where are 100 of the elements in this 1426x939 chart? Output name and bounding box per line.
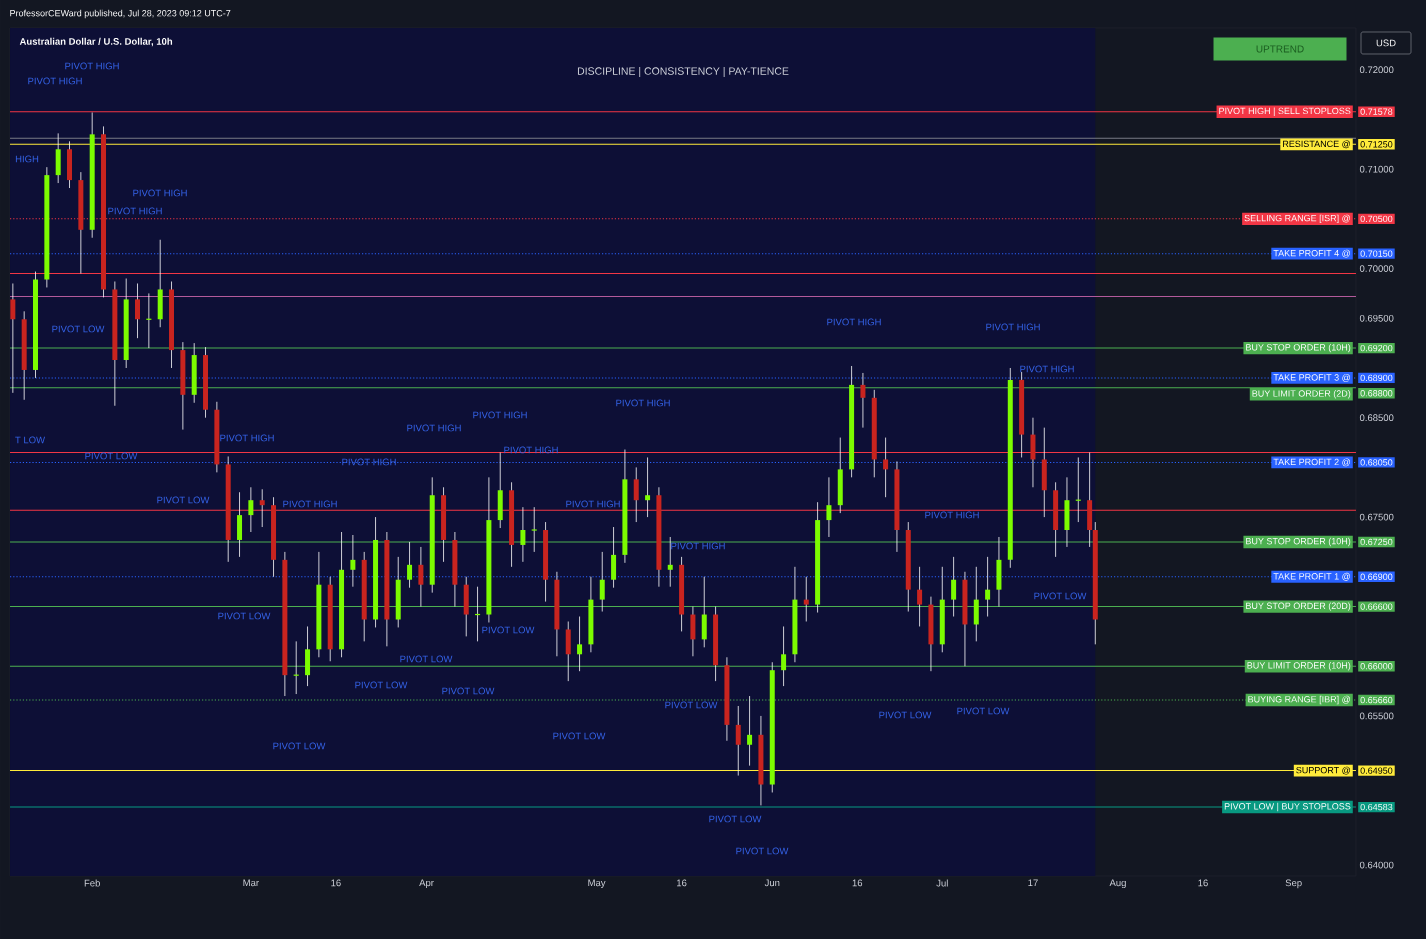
annotation: PIVOT HIGH <box>220 434 274 442</box>
y-tick-label: 0.69200 <box>1360 344 1393 352</box>
x-tick-label: May <box>588 879 606 889</box>
y-tick-label: 0.71000 <box>1359 165 1394 173</box>
annotation: PIVOT LOW <box>736 847 789 855</box>
y-tick-label: 0.70500 <box>1360 215 1393 223</box>
annotation: PIVOT HIGH <box>671 542 725 550</box>
candlestick <box>577 616 583 672</box>
text: ProfessorCEWard published, Jul 28, 2023 09:12 UTC-7 <box>10 9 231 19</box>
annotation: PIVOT HIGH <box>28 77 82 85</box>
ref-line-label: BUY STOP ORDER (10H) <box>1246 537 1351 547</box>
ref-line-label: RESISTANCE @ <box>1283 140 1350 149</box>
candlestick <box>985 556 991 617</box>
annotation: PIVOT HIGH <box>925 511 979 519</box>
y-tick-label: 0.66000 <box>1360 663 1393 670</box>
ref-line-label: PIVOT LOW | BUY STOPLOSS <box>1224 802 1351 812</box>
annotation: PIVOT LOW <box>442 687 495 695</box>
x-tick-label: 16 <box>1198 879 1208 887</box>
annotation: PIVOT LOW <box>665 701 718 709</box>
annotation: PIVOT HIGH <box>473 411 527 419</box>
y-tick-label: 0.70150 <box>1360 250 1393 257</box>
y-tick-label: 0.65500 <box>1359 712 1394 720</box>
annotation: PIVOT LOW <box>85 452 138 460</box>
ref-line-label: BUY STOP ORDER (10H) <box>1246 343 1351 353</box>
ref-line-label: BUY STOP ORDER (20D) <box>1246 602 1351 611</box>
ref-line-label: BUY LIMIT ORDER (10H) <box>1247 662 1351 671</box>
x-tick-label: Sep <box>1285 879 1302 889</box>
annotation: PIVOT HIGH <box>342 458 396 466</box>
candlestick <box>803 576 809 622</box>
annotation: PIVOT LOW <box>400 655 453 663</box>
candlestick <box>645 457 651 518</box>
y-tick-label: 0.71250 <box>1360 141 1393 148</box>
ref-line-label: TAKE PROFIT 4 @ <box>1273 249 1351 258</box>
ref-line-label: TAKE PROFIT 1 @ <box>1273 572 1351 581</box>
annotation: PIVOT LOW <box>709 815 762 823</box>
annotation: PIVOT LOW <box>482 626 535 634</box>
text: DISCIPLINE | CONSISTENCY | PAY-TIENCE <box>577 67 789 77</box>
ref-line-label: PIVOT HIGH | SELL STOPLOSS <box>1219 107 1351 116</box>
y-tick-label: 0.64950 <box>1360 767 1393 774</box>
annotation: PIVOT HIGH <box>283 500 337 508</box>
y-tick-label: 0.65660 <box>1360 696 1393 704</box>
annotation: T LOW <box>15 436 46 444</box>
annotation: PIVOT HIGH <box>108 207 162 215</box>
ref-line-label: TAKE PROFIT 2 @ <box>1273 458 1351 467</box>
x-tick-label: 17 <box>1028 879 1038 887</box>
annotation: UPTREND <box>1256 45 1304 53</box>
annotation: PIVOT HIGH <box>986 323 1040 331</box>
annotation: PIVOT LOW <box>553 732 606 740</box>
x-tick-label: Mar <box>243 879 259 887</box>
x-tick-label: Apr <box>419 879 434 889</box>
candlestick <box>883 437 889 498</box>
ref-line-label: SUPPORT @ <box>1296 766 1350 775</box>
annotation: PIVOT HIGH <box>616 399 670 407</box>
y-tick-label: 0.67500 <box>1359 513 1394 521</box>
y-tick-label: 0.64000 <box>1359 861 1394 869</box>
annotation: PIVOT LOW <box>355 681 408 689</box>
candlestick <box>667 536 673 588</box>
annotation: PIVOT LOW <box>1034 592 1087 600</box>
y-tick-label: 0.68800 <box>1360 390 1393 397</box>
x-tick-label: 16 <box>852 879 863 887</box>
y-tick-label: 0.69500 <box>1359 314 1394 322</box>
x-tick-label: 16 <box>677 879 687 887</box>
ref-line-label: SELLING RANGE [ISR] @ <box>1244 214 1350 224</box>
ref-line-label: BUY LIMIT ORDER (2D) <box>1252 390 1351 399</box>
candlestick <box>747 695 753 767</box>
annotation: PIVOT HIGH <box>566 500 620 508</box>
x-tick-label: Jun <box>764 879 780 887</box>
y-tick-label: 0.68900 <box>1360 374 1393 382</box>
annotation: PIVOT HIGH <box>1020 365 1074 373</box>
candlestick <box>531 506 538 553</box>
y-tick-label: 0.64583 <box>1360 803 1393 811</box>
y-tick-label: 0.67250 <box>1360 538 1393 546</box>
annotation: PIVOT LOW <box>218 612 271 620</box>
y-axis-title: USD <box>1376 39 1396 47</box>
annotation: PIVOT HIGH <box>65 62 119 70</box>
annotation: PIVOT LOW <box>52 325 105 333</box>
text: Australian Dollar / U.S. Dollar, 10h <box>19 37 173 47</box>
x-tick-label: Feb <box>84 879 100 887</box>
annotation: PIVOT LOW <box>879 711 932 719</box>
ref-line-label: BUYING RANGE [IBR] @ <box>1248 695 1350 705</box>
annotation: PIVOT LOW <box>273 742 326 750</box>
y-tick-label: 0.66600 <box>1360 603 1393 610</box>
x-tick-label: Jul <box>936 879 948 887</box>
annotation: PIVOT HIGH <box>407 424 461 432</box>
annotation: PIVOT LOW <box>957 707 1010 715</box>
candlestick <box>259 488 265 528</box>
y-tick-label: 0.66900 <box>1360 573 1393 580</box>
annotation: PIVOT HIGH <box>827 318 881 326</box>
y-tick-label: 0.68500 <box>1359 414 1394 422</box>
annotation: HIGH <box>15 155 39 163</box>
y-tick-label: 0.70000 <box>1359 265 1394 272</box>
y-tick-label: 0.72000 <box>1359 66 1394 74</box>
x-tick-label: 16 <box>331 879 341 887</box>
annotation: PIVOT LOW <box>157 496 210 504</box>
y-tick-label: 0.68050 <box>1360 459 1393 466</box>
y-tick-label: 0.71578 <box>1360 108 1393 115</box>
x-tick-label: Aug <box>1109 879 1126 889</box>
annotation: PIVOT HIGH <box>504 446 558 454</box>
annotation: PIVOT HIGH <box>133 189 187 197</box>
ref-line-label: TAKE PROFIT 3 @ <box>1273 374 1351 382</box>
